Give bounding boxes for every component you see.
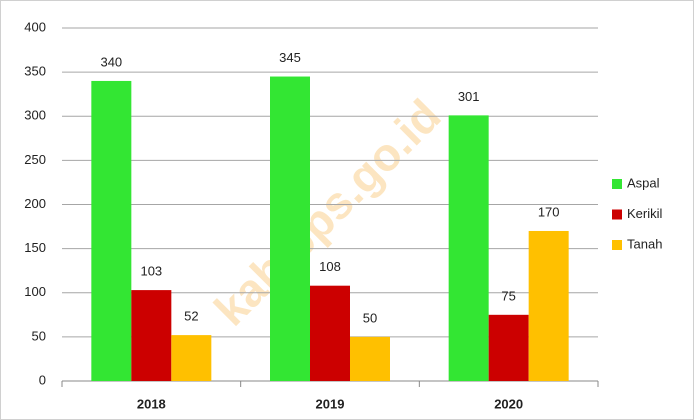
bar bbox=[91, 81, 131, 381]
y-tick-label: 300 bbox=[24, 108, 46, 123]
data-label: 170 bbox=[538, 204, 560, 219]
y-tick-label: 250 bbox=[24, 152, 46, 167]
bar bbox=[171, 335, 211, 381]
bar bbox=[270, 77, 310, 381]
y-tick-label: 0 bbox=[39, 372, 46, 387]
y-tick-label: 100 bbox=[24, 284, 46, 299]
data-label: 340 bbox=[100, 54, 122, 69]
bar bbox=[529, 231, 569, 381]
bar bbox=[489, 315, 529, 381]
bar bbox=[350, 337, 390, 381]
y-tick-label: 150 bbox=[24, 240, 46, 255]
x-tick-label: 2020 bbox=[494, 396, 523, 411]
legend-swatch bbox=[612, 240, 622, 250]
legend-label: Aspal bbox=[627, 175, 660, 190]
y-tick-label: 350 bbox=[24, 64, 46, 79]
bar bbox=[449, 115, 489, 381]
data-label: 75 bbox=[501, 288, 515, 303]
y-tick-label: 50 bbox=[32, 328, 46, 343]
legend-swatch bbox=[612, 179, 622, 189]
data-label: 108 bbox=[319, 259, 341, 274]
data-label: 301 bbox=[458, 89, 480, 104]
y-tick-label: 400 bbox=[24, 19, 46, 34]
x-tick-label: 2019 bbox=[316, 396, 345, 411]
data-label: 103 bbox=[140, 264, 162, 279]
legend-swatch bbox=[612, 210, 622, 220]
bar bbox=[310, 286, 350, 381]
x-tick-label: 2018 bbox=[137, 396, 166, 411]
bar bbox=[131, 290, 171, 381]
legend-label: Kerikil bbox=[627, 206, 663, 221]
data-label: 345 bbox=[279, 50, 301, 65]
data-label: 52 bbox=[184, 309, 198, 324]
y-tick-label: 200 bbox=[24, 196, 46, 211]
data-label: 50 bbox=[363, 310, 377, 325]
legend-label: Tanah bbox=[627, 236, 662, 251]
chart: kab.bps.go.id 05010015020025030035040020… bbox=[0, 0, 694, 420]
